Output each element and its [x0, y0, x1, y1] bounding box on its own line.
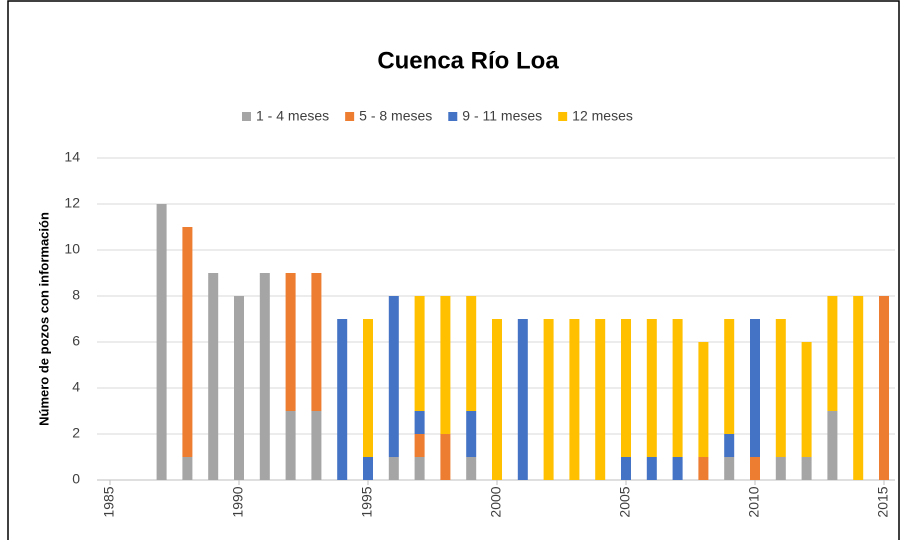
x-tick-label: 1990	[230, 486, 246, 517]
bar-segment	[311, 273, 322, 411]
y-tick-label: 2	[72, 425, 80, 441]
bar-segment	[543, 319, 554, 480]
bar-segment	[775, 319, 786, 457]
y-axis-label: Número de pozos con información	[36, 212, 51, 426]
bar-segment	[827, 296, 838, 411]
bar-segment	[672, 319, 683, 457]
bar-segment	[414, 296, 425, 411]
bar-segment	[492, 319, 502, 480]
legend-swatch	[558, 112, 568, 121]
bar-segment	[698, 457, 709, 480]
bar-segment	[750, 457, 760, 480]
y-tick-label: 10	[64, 241, 80, 257]
bar-segment	[414, 457, 425, 480]
bar-segment	[801, 342, 812, 457]
bar-segment	[285, 411, 296, 480]
bar-segment	[414, 434, 425, 457]
legend-swatch	[242, 112, 251, 121]
bar-segment	[775, 457, 786, 480]
x-tick-label: 1985	[101, 486, 117, 517]
bar-segment	[724, 457, 735, 480]
x-tick-label: 1995	[359, 486, 375, 517]
y-tick-label: 6	[72, 333, 80, 349]
bar-segment	[646, 319, 657, 457]
bar-segment	[440, 434, 451, 480]
bar-segment	[363, 457, 373, 480]
legend-label: 12 meses	[572, 108, 633, 124]
bar-segment	[466, 411, 477, 457]
x-tick-label: 2000	[488, 486, 504, 517]
bar-segment	[208, 273, 219, 480]
bar-segment	[466, 457, 477, 480]
y-tick-label: 14	[64, 149, 80, 165]
legend-swatch	[448, 112, 458, 121]
bar-segment	[156, 204, 167, 480]
bar-segment	[414, 411, 425, 434]
bar-segment	[285, 273, 296, 411]
y-tick-label: 8	[72, 287, 80, 303]
chart-border	[7, 0, 900, 545]
bar-segment	[259, 273, 270, 480]
bar-segment	[182, 227, 193, 457]
x-tick-label: 2005	[617, 486, 633, 517]
bar-segment	[311, 411, 322, 480]
bar-segment	[337, 319, 348, 480]
bar-segment	[440, 296, 451, 434]
bar-segment	[646, 457, 657, 480]
bar-segment	[853, 296, 864, 480]
x-tick-label: 2015	[875, 486, 891, 517]
y-tick-label: 12	[64, 195, 80, 211]
bar-segment	[595, 319, 606, 480]
bar-segment	[466, 296, 477, 411]
legend-label: 5 - 8 meses	[359, 108, 432, 124]
y-tick-label: 4	[72, 379, 80, 395]
bar-segment	[801, 457, 812, 480]
bar-segment	[724, 319, 735, 434]
bar-segment	[879, 296, 889, 480]
y-tick-label: 0	[72, 471, 80, 487]
x-tick-label: 2010	[746, 486, 762, 517]
legend-label: 1 - 4 meses	[256, 108, 329, 124]
bar-segment	[569, 319, 580, 480]
bar-segment	[388, 296, 399, 457]
bar-segment	[517, 319, 528, 480]
bar-segment	[724, 434, 735, 457]
legend-label: 9 - 11 meses	[462, 108, 542, 124]
bar-segment	[621, 457, 631, 480]
bar-segment	[363, 319, 373, 457]
bar-segment	[750, 319, 760, 457]
legend-swatch	[345, 112, 355, 121]
bar-segment	[234, 296, 244, 480]
bar-segment	[827, 411, 838, 480]
bar-segment	[621, 319, 631, 457]
chart-title: Cuenca Río Loa	[377, 47, 559, 74]
bar-segment	[182, 457, 193, 480]
bar-segment	[388, 457, 399, 480]
bar-segment	[672, 457, 683, 480]
bar-segment	[698, 342, 709, 457]
